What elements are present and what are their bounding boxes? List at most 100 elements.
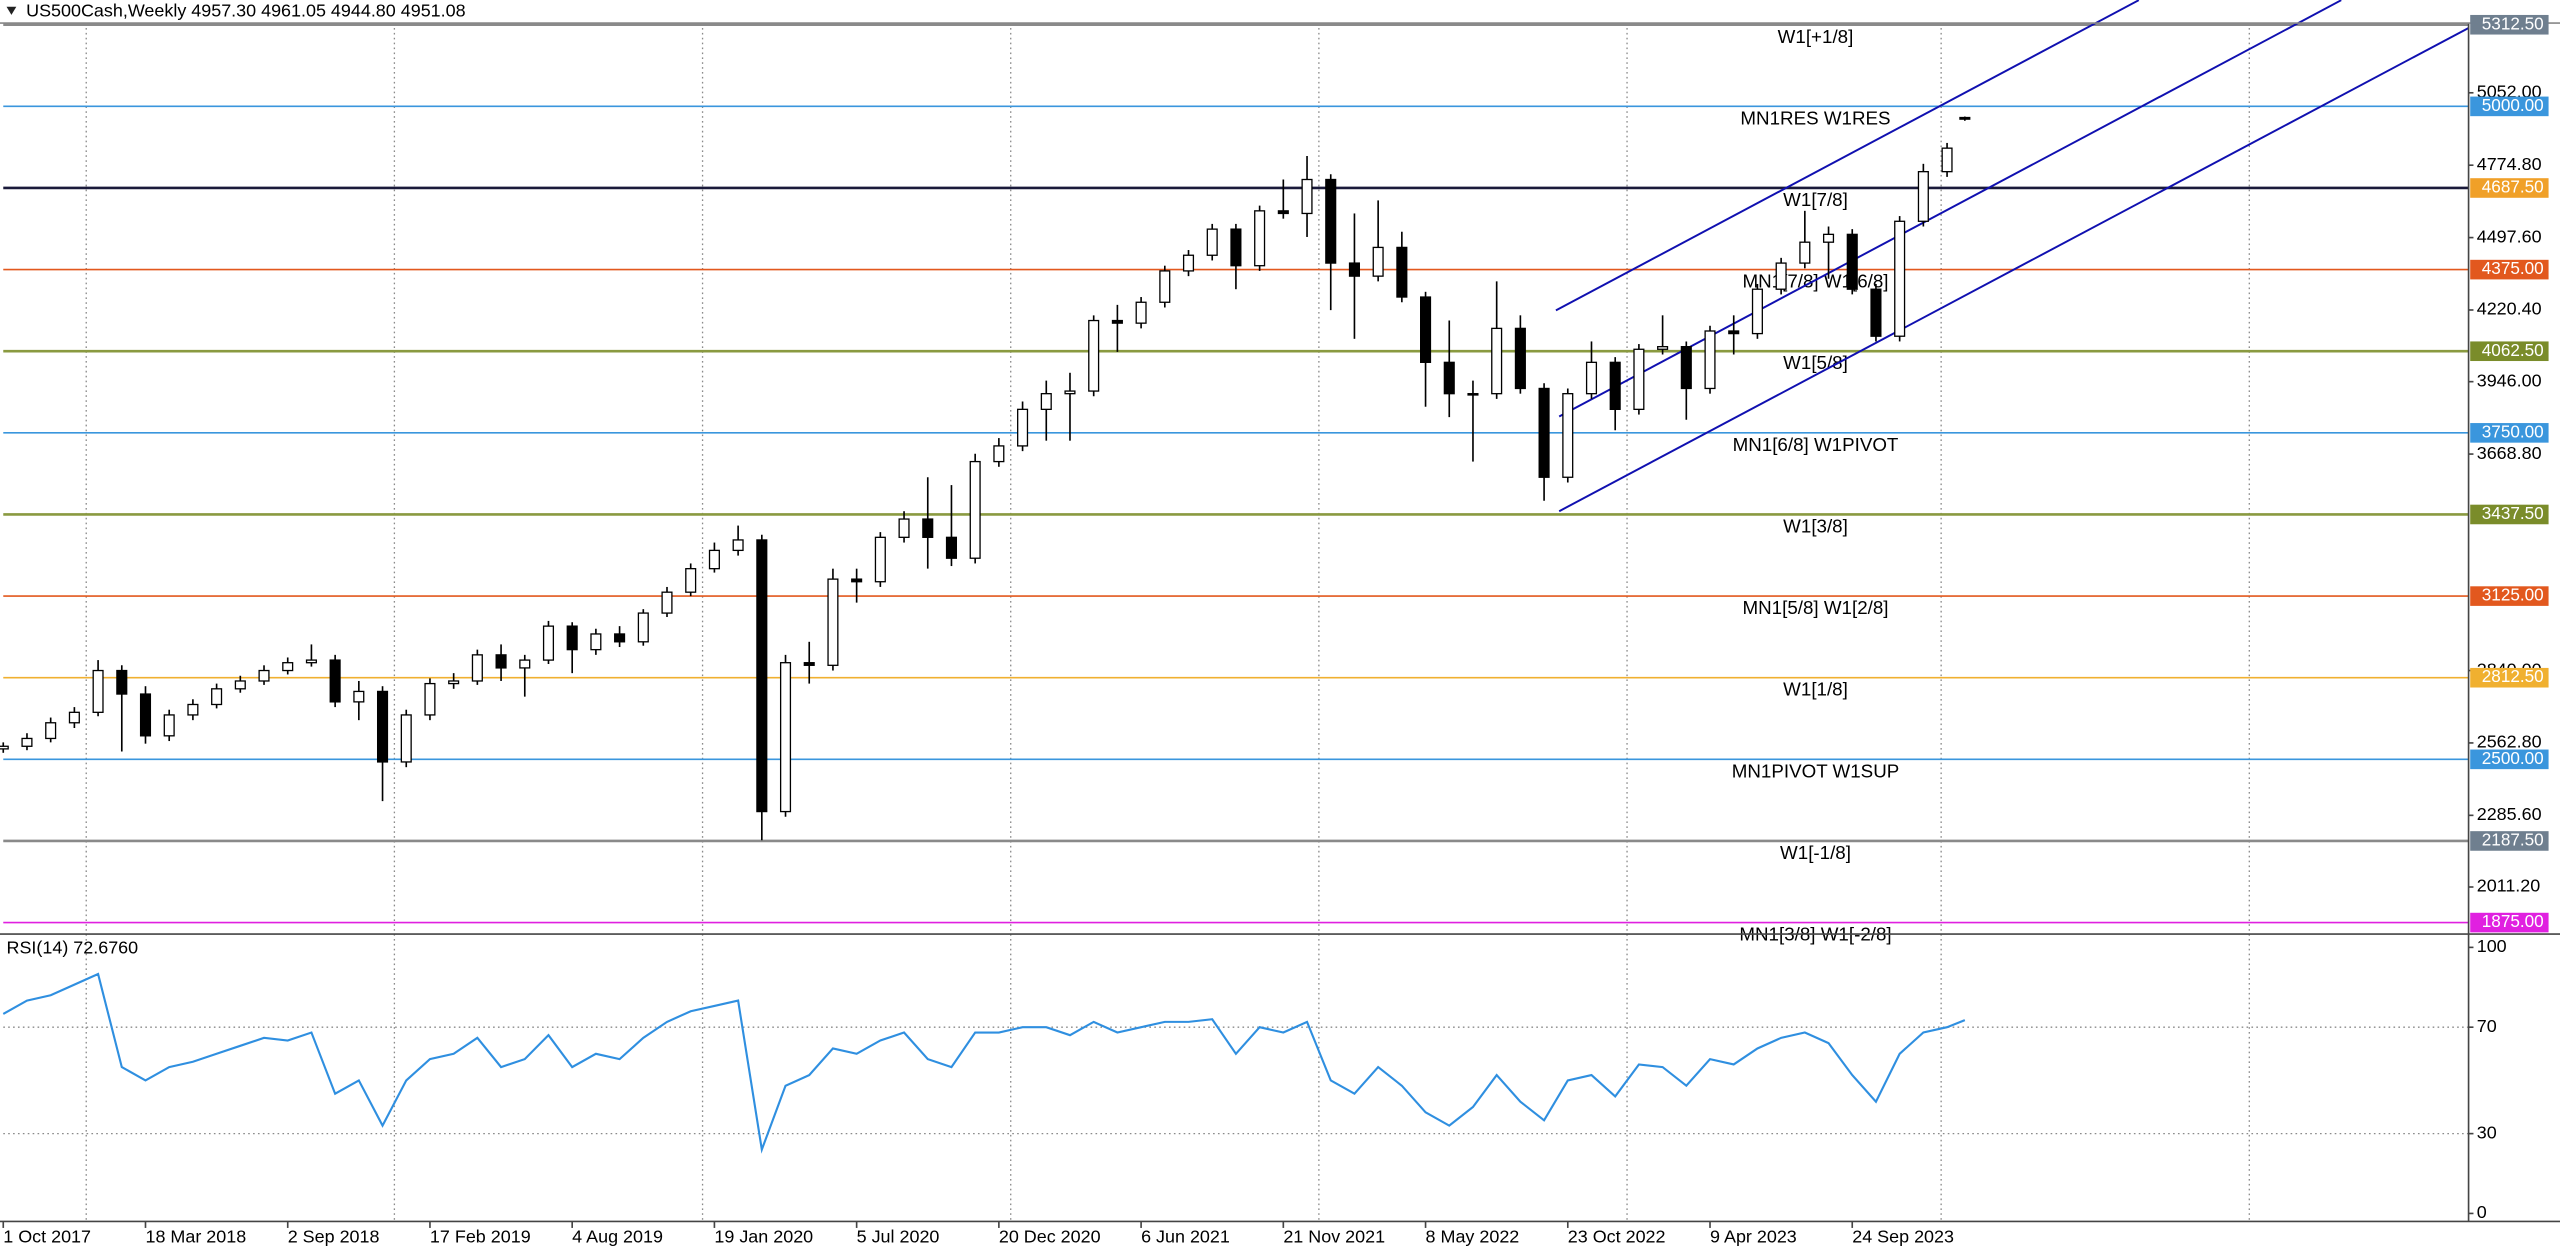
candle-body [803, 662, 815, 666]
candle-body [1585, 361, 1598, 395]
level-label: W1[7/8] [1783, 189, 1848, 210]
candle-body [495, 654, 507, 669]
x-tick-label: 6 Jun 2021 [1141, 1226, 1230, 1246]
price-tag-label: 5312.50 [2482, 13, 2544, 33]
level-label: W1[1/8] [1783, 679, 1848, 700]
candle-body [400, 714, 412, 763]
candle-body [637, 612, 649, 643]
candle-body [1959, 116, 1971, 120]
level-label: W1[5/8] [1783, 352, 1848, 373]
candle-body [898, 518, 910, 538]
candle-body [258, 669, 270, 682]
candle-body [0, 745, 9, 750]
candle-body [851, 578, 863, 583]
candle-body [1135, 301, 1147, 324]
price-tag [2470, 831, 2549, 851]
candle-body [708, 549, 720, 570]
candle-body [1372, 246, 1384, 277]
candle-body [187, 703, 199, 716]
candle-body [448, 680, 460, 685]
y-tick-label: 30 [2477, 1122, 2497, 1142]
x-tick-label: 9 Apr 2023 [1710, 1226, 1797, 1246]
y-tick-label: 4220.40 [2477, 299, 2542, 319]
candle-body [1728, 330, 1740, 335]
price-tag [2470, 504, 2549, 525]
x-tick-label: 17 Feb 2019 [430, 1226, 531, 1246]
y-tick-label: 2011.20 [2477, 876, 2541, 896]
candle-body [1894, 220, 1906, 337]
level-label: MN1[5/8] W1[2/8] [1743, 597, 1889, 618]
candle-body [282, 662, 294, 672]
candle-body [1348, 262, 1360, 277]
rsi-line [2, 972, 1966, 1154]
candle-body [1609, 361, 1621, 410]
grid [3, 23, 2469, 1222]
y-tick-label: 100 [2477, 936, 2507, 956]
y-tick-label: 2562.80 [2477, 732, 2542, 752]
candle-body [874, 536, 886, 583]
candle-body [945, 536, 958, 559]
candle-body [1111, 319, 1123, 324]
price-tag-label: 3750.00 [2482, 421, 2544, 441]
candle-body [1254, 210, 1266, 267]
candle-body [756, 539, 768, 813]
candle-body [471, 654, 483, 682]
x-tick-label: 8 May 2022 [1426, 1226, 1520, 1246]
price-tag-label: 3125.00 [2482, 585, 2544, 605]
candle-body [376, 690, 389, 763]
level-label: MN1RES W1RES [1740, 107, 1890, 128]
price-tag-label: 4687.50 [2482, 177, 2544, 197]
candle-body [1751, 288, 1763, 335]
candle-body [685, 568, 697, 593]
y-tick-label: 4774.80 [2477, 154, 2542, 174]
level-label: W1[3/8] [1783, 515, 1848, 536]
x-tick-label: 20 Dec 2020 [999, 1226, 1101, 1246]
x-tick-label: 4 Aug 2019 [572, 1226, 663, 1246]
candle-body [1277, 210, 1289, 215]
candle-body [827, 578, 839, 666]
marks [0, 116, 1971, 1154]
candle-body [139, 693, 152, 737]
candle-body [353, 690, 365, 703]
candle-body [211, 688, 223, 706]
candle-body [424, 682, 436, 716]
price-tag-label: 5000.00 [2482, 95, 2544, 115]
candle-body [1491, 327, 1503, 395]
candle-body [45, 722, 57, 740]
price-tag [2470, 749, 2549, 770]
candle-body [1799, 241, 1811, 264]
candle-body [1917, 171, 1929, 222]
price-tag-label: 1875.00 [2482, 911, 2544, 931]
candle-body [92, 669, 104, 713]
candle-body [1017, 408, 1029, 447]
price-tag [2470, 586, 2549, 606]
candle-body [1301, 178, 1313, 215]
menu-arrow[interactable] [6, 6, 17, 15]
y-tick-label: 2285.60 [2477, 804, 2542, 824]
candle-body [1822, 233, 1835, 243]
y-tick-label: 4497.60 [2477, 226, 2542, 246]
candle-body [1206, 228, 1218, 256]
price-tag [2470, 667, 2549, 688]
price-tag-label: 2187.50 [2482, 829, 2544, 849]
price-tag-label: 3437.50 [2482, 503, 2544, 523]
candle-body [1633, 348, 1645, 410]
level-label: MN1[6/8] W1PIVOT [1733, 434, 1899, 455]
channel-line [1555, 0, 2140, 312]
level-label: MN1PIVOT W1SUP [1732, 760, 1900, 781]
candle-body [1562, 393, 1574, 478]
x-tick-label: 5 Jul 2020 [857, 1226, 940, 1246]
price-tag [2470, 423, 2549, 443]
candle-body [1657, 346, 1669, 350]
price-tag [2470, 178, 2549, 198]
candle-body [1040, 393, 1052, 410]
candle-body [329, 659, 341, 703]
candle-body [1088, 319, 1100, 392]
candle-body [1420, 296, 1432, 363]
chart-header: US500Cash,Weekly 4957.30 4961.05 4944.80… [26, 0, 466, 20]
candle-body [590, 633, 602, 651]
candle-body [519, 659, 531, 669]
y-tick-label: 3946.00 [2477, 370, 2542, 390]
